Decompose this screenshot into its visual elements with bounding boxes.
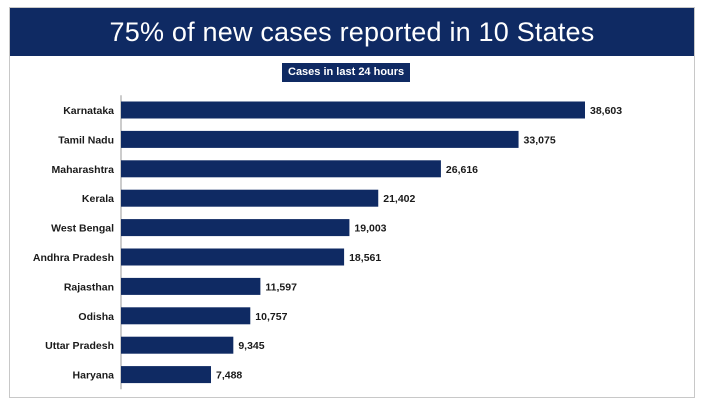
- bar-maharashtra: [121, 160, 441, 178]
- value-label-haryana: 7,488: [216, 370, 242, 382]
- value-label-uttar-pradesh: 9,345: [238, 340, 264, 352]
- category-label-karnataka: Karnataka: [63, 105, 114, 117]
- category-label-west-bengal: West Bengal: [51, 223, 114, 235]
- value-label-karnataka: 38,603: [590, 105, 622, 117]
- bar-uttar-pradesh: [121, 336, 234, 354]
- page-title: 75% of new cases reported in 10 States: [10, 8, 694, 56]
- value-label-kerala: 21,402: [383, 193, 415, 205]
- category-label-andhra-pradesh: Andhra Pradesh: [33, 252, 114, 264]
- category-label-uttar-pradesh: Uttar Pradesh: [45, 340, 114, 352]
- value-label-maharashtra: 26,616: [446, 164, 478, 176]
- category-label-kerala: Kerala: [82, 193, 114, 205]
- category-label-odisha: Odisha: [78, 311, 114, 323]
- bar-west-bengal: [121, 219, 350, 237]
- value-label-tamil-nadu: 33,075: [524, 134, 556, 146]
- bar-andhra-pradesh: [121, 248, 345, 266]
- value-label-west-bengal: 19,003: [354, 223, 386, 235]
- value-label-odisha: 10,757: [255, 311, 287, 323]
- category-label-haryana: Haryana: [73, 370, 115, 382]
- category-label-rajasthan: Rajasthan: [64, 281, 114, 293]
- bar-rajasthan: [121, 277, 261, 295]
- bars-group: Karnataka 38,603 Tamil Nadu 33,075 Maharasht…: [33, 101, 622, 384]
- bar-odisha: [121, 307, 251, 325]
- chart-subtitle: Cases in last 24 hours: [282, 63, 411, 82]
- value-label-rajasthan: 11,597: [265, 281, 297, 293]
- category-label-tamil-nadu: Tamil Nadu: [58, 134, 114, 146]
- bar-haryana: [121, 366, 212, 384]
- category-label-maharashtra: Maharashtra: [52, 164, 115, 176]
- bar-tamil-nadu: [121, 130, 519, 148]
- value-label-andhra-pradesh: 18,561: [349, 252, 381, 264]
- bar-kerala: [121, 189, 379, 207]
- bar-karnataka: [121, 101, 585, 119]
